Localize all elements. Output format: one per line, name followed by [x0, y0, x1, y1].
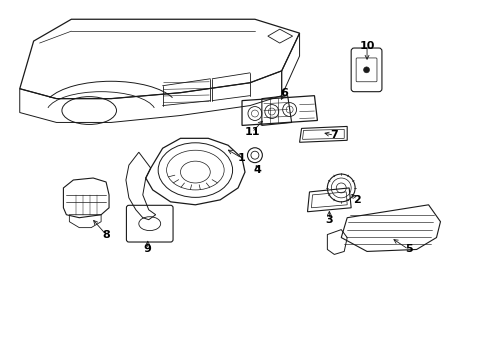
Text: 9: 9	[143, 244, 151, 255]
Text: 3: 3	[325, 215, 332, 225]
Text: 5: 5	[404, 244, 412, 255]
Text: 10: 10	[359, 41, 374, 51]
Text: 4: 4	[253, 165, 261, 175]
Text: 8: 8	[102, 230, 110, 239]
Text: 2: 2	[352, 195, 360, 205]
Text: 1: 1	[238, 153, 245, 163]
Text: 11: 11	[244, 127, 259, 138]
Text: 6: 6	[280, 88, 288, 98]
Circle shape	[363, 67, 369, 73]
Text: 7: 7	[330, 130, 338, 140]
